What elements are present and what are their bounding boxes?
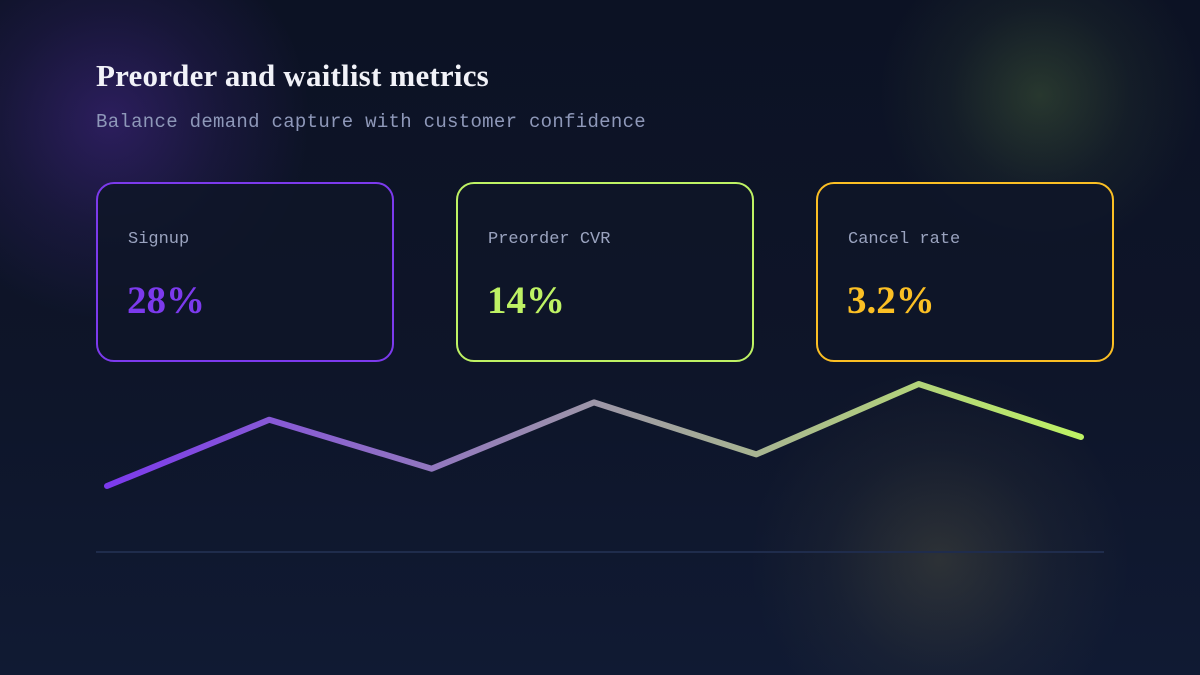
cancel-rate-label: Cancel rate (848, 230, 961, 249)
preorder-cvr-value: 14% (487, 279, 565, 322)
trend-line (104, 381, 1084, 489)
page-title: Preorder and waitlist metrics (96, 58, 489, 93)
cancel-rate-card: Cancel rate 3.2% (816, 182, 1114, 362)
signup-label: Signup (128, 230, 190, 249)
preorder-cvr-card: Preorder CVR 14% (456, 182, 754, 362)
signup-card: Signup 28% (96, 182, 394, 362)
cancel-rate-value: 3.2% (847, 279, 935, 322)
trend-points (107, 384, 1081, 486)
preorder-cvr-label: Preorder CVR (488, 230, 611, 249)
page-subtitle: Balance demand capture with customer con… (96, 111, 646, 133)
signup-value: 28% (127, 279, 205, 322)
